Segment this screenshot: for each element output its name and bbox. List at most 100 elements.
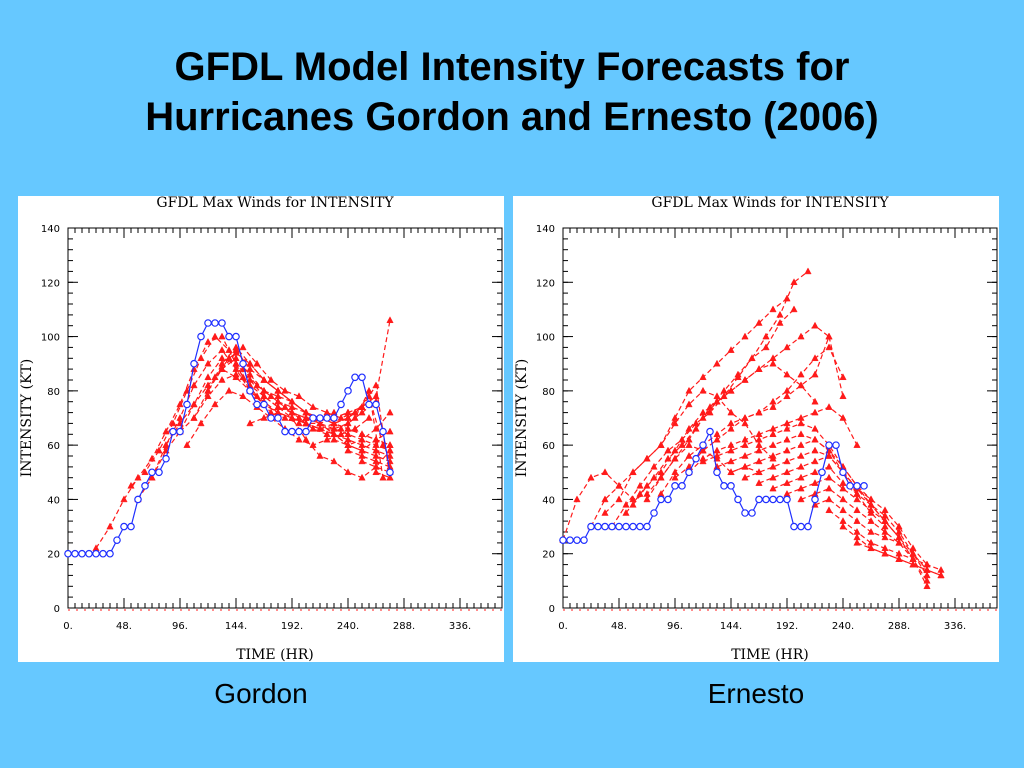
forecast-point — [323, 430, 331, 438]
observed-point — [267, 414, 275, 422]
forecast-series — [372, 468, 394, 481]
forecast-point — [643, 481, 651, 489]
forecast-point — [323, 435, 331, 443]
forecast-point — [776, 318, 784, 326]
forecast-point — [386, 408, 394, 416]
forecast-point — [839, 495, 847, 503]
forecast-point — [755, 318, 763, 326]
forecast-point — [162, 427, 170, 435]
forecast-point — [755, 365, 763, 372]
forecast-point — [825, 403, 833, 410]
forecast-point — [797, 462, 805, 470]
forecast-point — [783, 435, 791, 443]
forecast-series — [853, 538, 945, 579]
forecast-point — [316, 424, 324, 432]
forecast-point — [664, 446, 672, 454]
forecast-point — [797, 370, 805, 378]
forecast-point — [155, 446, 163, 454]
forecast-point — [351, 413, 359, 421]
forecast-line — [333, 439, 391, 462]
forecast-point — [204, 337, 212, 345]
forecast-point — [699, 457, 707, 465]
forecast-point — [671, 473, 679, 481]
forecast-point — [309, 403, 317, 410]
observed-point — [141, 482, 149, 490]
forecast-point — [748, 354, 756, 362]
forecast-point — [372, 381, 380, 389]
forecast-point — [755, 446, 763, 454]
forecast-line — [186, 390, 370, 446]
observed-point — [330, 414, 338, 422]
forecast-point — [246, 365, 254, 372]
observed-point — [155, 468, 163, 477]
forecast-point — [685, 400, 693, 408]
observed-point — [78, 549, 86, 558]
forecast-point — [713, 435, 721, 443]
observed-point — [85, 549, 93, 558]
y-tick-label: 120 — [536, 278, 555, 289]
forecast-point — [811, 435, 819, 443]
observed-point — [671, 482, 679, 490]
forecast-line — [263, 390, 391, 446]
forecast-point — [372, 424, 380, 432]
observed-point — [120, 522, 128, 531]
forecast-point — [839, 413, 847, 421]
forecast-point — [211, 400, 219, 408]
chart-gordon: GFDL Max Winds for INTENSITY 0 20 40 60 80 100… — [19, 196, 503, 662]
caption-gordon: Gordon — [214, 678, 308, 709]
forecast-point — [769, 441, 777, 448]
forecast-line — [688, 406, 858, 473]
observed-point — [699, 441, 707, 449]
forecast-point — [741, 413, 749, 421]
forecast-point — [797, 430, 805, 438]
forecast-point — [330, 435, 338, 443]
forecast-point — [825, 332, 833, 340]
forecast-point — [937, 571, 945, 579]
observed-line — [563, 429, 864, 541]
forecast-point — [337, 430, 345, 438]
forecast-point — [825, 462, 833, 470]
forecast-point — [811, 321, 819, 329]
forecast-point — [204, 392, 212, 400]
forecast-point — [218, 365, 226, 372]
forecast-point — [811, 479, 819, 486]
observed-point — [372, 400, 380, 409]
observed-point — [218, 319, 226, 327]
observed-point — [246, 387, 254, 395]
forecast-point — [260, 386, 268, 394]
y-tick-label: 40 — [47, 495, 60, 506]
forecast-point — [811, 370, 819, 378]
forecast-point — [825, 495, 833, 503]
forecast-point — [218, 346, 226, 353]
forecast-point — [881, 549, 889, 557]
forecast-point — [204, 373, 212, 381]
forecast-point — [601, 495, 609, 503]
forecast-point — [629, 500, 637, 508]
forecast-point — [769, 473, 777, 481]
forecast-point — [197, 419, 205, 427]
observed-point — [232, 332, 240, 341]
forecast-point — [358, 408, 366, 416]
forecast-point — [225, 346, 233, 353]
forecast-point — [169, 419, 177, 427]
y-tick-label: 100 — [41, 333, 60, 344]
forecast-point — [741, 419, 749, 427]
observed-point — [134, 495, 142, 504]
forecast-point — [923, 582, 931, 590]
forecast-point — [601, 508, 609, 516]
forecast-point — [372, 468, 380, 476]
forecast-point — [358, 473, 366, 481]
forecast-point — [358, 457, 366, 465]
observed-point — [846, 482, 854, 490]
x-tick-label: 96. — [667, 621, 683, 632]
x-tick-label: 288. — [888, 621, 910, 632]
forecast-point — [190, 381, 198, 389]
forecast-point — [734, 370, 742, 378]
forecast-point — [790, 278, 798, 286]
forecast-point — [120, 495, 128, 503]
forecast-point — [895, 538, 903, 546]
y-tick-label: 20 — [47, 550, 60, 561]
forecast-point — [769, 403, 777, 410]
observed-point — [601, 522, 609, 531]
forecast-point — [839, 484, 847, 492]
